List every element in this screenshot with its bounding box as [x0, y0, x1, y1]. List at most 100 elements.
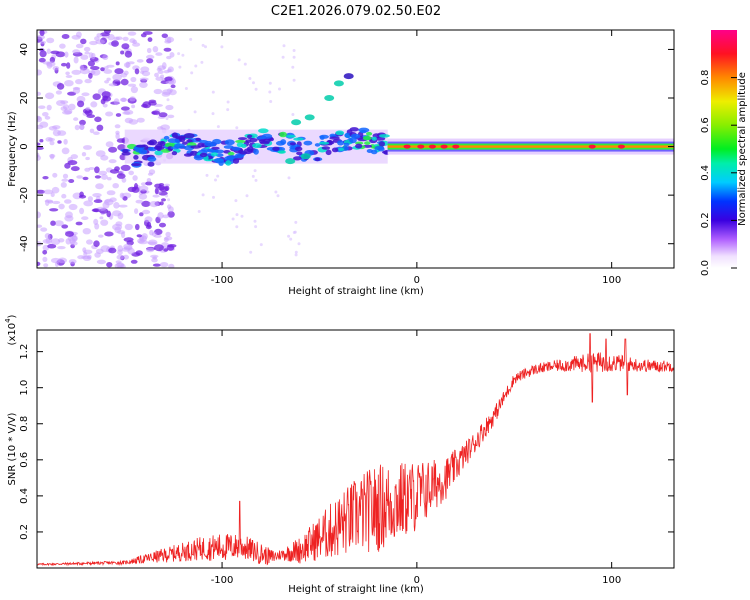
- noise-speck: [294, 253, 298, 257]
- noise-blob: [152, 263, 161, 267]
- noise-blob: [37, 154, 41, 161]
- noise-speck: [201, 43, 205, 47]
- noise-blob: [102, 103, 108, 108]
- noise-blob: [76, 175, 83, 179]
- signal-blob: [364, 141, 371, 145]
- noise-blob: [117, 249, 123, 256]
- noise-blob: [90, 66, 100, 70]
- noise-blob: [151, 110, 160, 115]
- noise-blob: [112, 183, 119, 189]
- noise-blob: [43, 189, 54, 195]
- snr-ytick-label: 1.0: [19, 380, 30, 396]
- steady-line-peak: [617, 144, 625, 149]
- signal-blob: [238, 137, 247, 141]
- noise-speck: [297, 242, 301, 246]
- signal-blob: [167, 138, 178, 144]
- noise-blob: [116, 138, 126, 143]
- noise-speck: [292, 78, 296, 82]
- signal-blob: [362, 135, 372, 141]
- noise-blob: [100, 245, 111, 253]
- noise-speck: [289, 237, 293, 241]
- noise-blob: [58, 203, 65, 210]
- noise-blob: [152, 194, 160, 198]
- signal-blob: [318, 141, 330, 145]
- noise-blob: [81, 152, 87, 157]
- noise-blob: [113, 202, 120, 209]
- snr-xtick-label: 0: [414, 575, 420, 586]
- noise-speck: [211, 112, 215, 116]
- noise-speck: [166, 98, 170, 102]
- signal-blob: [338, 147, 345, 151]
- noise-blob: [46, 37, 55, 44]
- noise-speck: [177, 52, 181, 56]
- noise-blob: [123, 62, 131, 68]
- noise-blob: [140, 33, 147, 38]
- signal-blob: [327, 140, 335, 145]
- noise-blob: [43, 263, 49, 268]
- signal-blob: [335, 130, 345, 136]
- noise-blob: [60, 182, 67, 188]
- signal-blob: [218, 160, 224, 166]
- noise-blob: [128, 170, 134, 176]
- snr-ytick-label: 0.2: [19, 524, 30, 540]
- noise-blob: [39, 50, 47, 58]
- noise-blob: [42, 256, 48, 262]
- noise-blob: [88, 72, 93, 79]
- noise-blob: [135, 199, 144, 204]
- noise-blob: [83, 145, 92, 150]
- signal-blob: [374, 145, 385, 151]
- noise-blob: [84, 167, 91, 172]
- noise-speck: [291, 65, 295, 69]
- noise-speck: [165, 194, 169, 198]
- noise-blob: [120, 78, 129, 86]
- noise-blob: [124, 223, 133, 231]
- signal-blob: [289, 142, 296, 146]
- signal-blob: [183, 153, 193, 157]
- noise-speck: [259, 243, 263, 247]
- spectrogram-ytick-label: 0: [19, 143, 30, 149]
- noise-speck: [237, 58, 241, 62]
- noise-blob: [84, 78, 92, 84]
- noise-speck: [287, 234, 291, 238]
- noise-blob: [49, 140, 55, 146]
- noise-speck: [253, 219, 257, 223]
- noise-blob: [70, 154, 79, 160]
- noise-blob: [52, 125, 61, 130]
- noise-blob: [108, 83, 118, 87]
- noise-speck: [184, 87, 188, 90]
- noise-blob: [102, 54, 109, 60]
- noise-blob: [154, 72, 159, 78]
- signal-blob: [366, 131, 373, 136]
- noise-blob: [93, 131, 100, 135]
- spectrogram-ylabel: Frequency (Hz): [7, 111, 18, 187]
- noise-blob: [50, 220, 56, 226]
- noise-speck: [249, 250, 253, 254]
- steady-line-core: [387, 145, 674, 148]
- noise-blob: [79, 207, 85, 215]
- noise-blob: [96, 259, 106, 265]
- steady-line-peak: [452, 144, 460, 149]
- noise-blob: [37, 189, 46, 194]
- noise-blob: [45, 237, 53, 244]
- noise-blob: [44, 115, 51, 120]
- signal-blob: [236, 142, 244, 148]
- noise-blob: [167, 114, 175, 119]
- noise-blob: [73, 117, 79, 121]
- noise-blob: [98, 234, 104, 238]
- noise-blob: [158, 112, 168, 118]
- noise-blob: [130, 259, 138, 264]
- noise-blob: [164, 185, 170, 191]
- noise-speck: [281, 55, 285, 59]
- noise-blob: [162, 62, 167, 70]
- noise-blob: [152, 46, 159, 53]
- noise-blob: [131, 104, 136, 109]
- noise-blob: [61, 147, 70, 155]
- noise-blob: [45, 92, 55, 100]
- noise-blob: [152, 256, 158, 260]
- noise-blob: [144, 216, 153, 223]
- noise-blob: [61, 224, 69, 229]
- noise-speck: [204, 45, 207, 49]
- noise-blob: [146, 178, 152, 183]
- noise-blob: [48, 137, 55, 142]
- noise-blob: [163, 70, 170, 74]
